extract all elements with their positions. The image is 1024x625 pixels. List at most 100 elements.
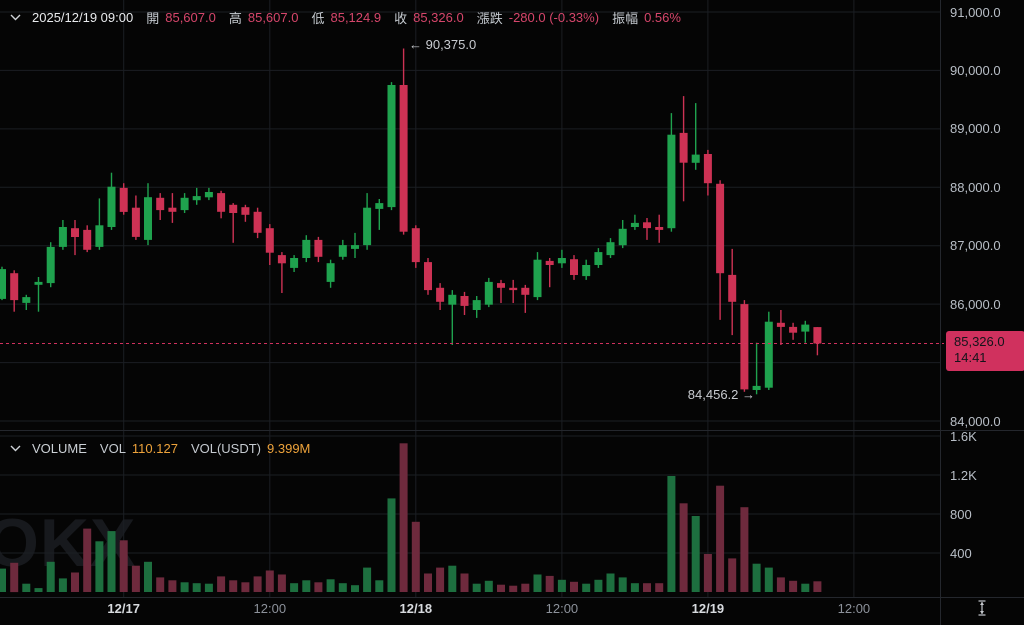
candle-body <box>265 228 274 253</box>
volume-bar <box>703 554 712 592</box>
candle-body <box>801 324 810 332</box>
chevron-down-icon[interactable] <box>10 445 21 452</box>
volume-bar <box>691 516 700 592</box>
candle-body <box>253 211 262 233</box>
volume-bar <box>46 561 55 592</box>
candle-body <box>131 207 140 237</box>
candle-body <box>58 227 67 247</box>
volume-bar <box>34 588 43 592</box>
volume-tick-label: 800 <box>950 506 972 522</box>
candle-body <box>180 197 189 211</box>
volume-bar <box>351 585 359 592</box>
candle-body <box>302 239 311 258</box>
volume-bar <box>557 579 566 592</box>
volume-bar <box>265 570 274 592</box>
candle-body <box>630 222 639 227</box>
price-scale-icon[interactable] <box>974 599 990 622</box>
volume-bar <box>95 541 104 592</box>
pane-divider[interactable] <box>0 430 1024 431</box>
volume-bar <box>509 585 518 592</box>
volume-bar <box>533 574 542 592</box>
candle-body <box>436 287 445 302</box>
candle-body <box>582 265 591 277</box>
volume-bar <box>71 572 79 592</box>
last-price-tag: 85,326.0 14:41 <box>946 331 1024 371</box>
candle-body <box>643 222 651 229</box>
time-tick-label: 12/17 <box>107 601 140 616</box>
volume-bar <box>618 577 627 592</box>
price-tick-label: 91,000.0 <box>950 4 1001 20</box>
candle-body <box>144 197 152 240</box>
field: 振幅 0.56% <box>612 10 681 26</box>
candle-body <box>95 225 104 247</box>
volume-bar <box>716 485 725 592</box>
volume-bar <box>204 583 213 592</box>
volume-bar <box>363 567 372 592</box>
price-tick-label: 87,000.0 <box>950 238 1001 254</box>
candle-body <box>752 385 761 390</box>
volume-bar <box>460 573 469 592</box>
candle-body <box>241 207 250 215</box>
last-price-value: 85,326.0 <box>954 334 1005 349</box>
candle-body <box>448 294 457 305</box>
volume-bar <box>740 507 749 592</box>
volume-bar <box>570 581 578 592</box>
price-tick-label: 89,000.0 <box>950 121 1001 137</box>
volume-bar <box>156 577 165 592</box>
candle-body <box>740 304 749 390</box>
price-tick-label: 88,000.0 <box>950 179 1001 195</box>
candle-body <box>375 203 384 209</box>
field: 高 85,607.0 <box>228 10 299 26</box>
chevron-down-icon[interactable] <box>10 14 21 21</box>
volume-bar <box>131 565 140 592</box>
volume-bar <box>253 576 262 592</box>
candle-body <box>34 281 43 285</box>
high-price-annotation: ← 90,375.0 <box>409 37 477 52</box>
candle-body <box>813 327 822 344</box>
volume-bar <box>107 531 116 592</box>
volume-bar <box>484 580 493 592</box>
volume-bar <box>752 563 761 592</box>
candle-body <box>22 297 31 303</box>
candle-body <box>606 242 615 256</box>
candle-body <box>192 196 201 201</box>
volume-bar <box>764 567 773 592</box>
volume-bar <box>314 582 323 593</box>
candle-body <box>472 300 481 310</box>
candle-body <box>46 246 55 284</box>
volume-bar <box>338 583 347 592</box>
candle-body <box>764 321 773 388</box>
price-axis-divider <box>940 0 941 625</box>
candle-body <box>351 245 359 249</box>
volume-bar <box>813 581 822 592</box>
price-tick-label: 84,000.0 <box>950 413 1001 429</box>
candle-body <box>728 274 737 302</box>
candle-body <box>667 134 676 229</box>
volume-bar <box>10 562 19 593</box>
volume-tick-label: 1.6K <box>950 428 977 444</box>
volume-bar <box>582 583 591 592</box>
volume-bar <box>387 498 396 592</box>
time-tick-label: 12:00 <box>253 601 287 616</box>
volume-bar <box>497 584 505 592</box>
volume-bar <box>399 443 408 592</box>
time-tick-label: 12/18 <box>399 601 433 616</box>
candle-body <box>314 239 323 257</box>
volume-bar <box>290 583 299 592</box>
candle-body <box>363 207 372 246</box>
volume-bar <box>606 573 615 592</box>
candle-body <box>460 296 469 306</box>
candle-body <box>497 283 505 288</box>
field: 收 85,326.0 <box>394 10 464 26</box>
volume-bar <box>277 574 286 592</box>
volume-bar <box>472 583 481 592</box>
candle-body <box>789 326 798 333</box>
candle-body <box>411 228 420 263</box>
candle-body <box>484 281 493 305</box>
candle-body <box>594 252 603 265</box>
volume-bar <box>594 579 603 592</box>
